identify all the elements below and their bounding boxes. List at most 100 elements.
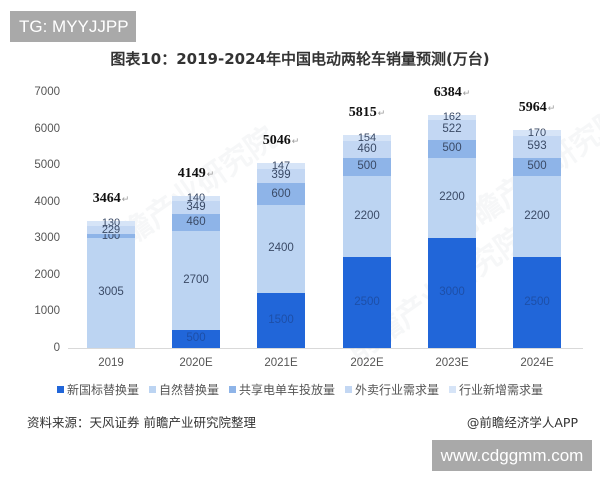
y-tick-label: 4000 — [34, 195, 60, 208]
x-tick-label: 2022E — [350, 357, 384, 369]
segment-value-label: 100 — [101, 229, 121, 242]
y-tick-label: 5000 — [34, 159, 60, 172]
top-watermark-tag: TG: MYYJJPP — [10, 11, 136, 42]
bar-segment: 2500 — [343, 256, 391, 348]
source-note: 资料来源：天风证券 前瞻产业研究院整理 — [27, 415, 256, 430]
bar-segment: 140 — [172, 192, 220, 205]
y-tick-label: 0 — [53, 342, 60, 354]
segment-value-label: 500 — [527, 160, 547, 173]
bar-segment: 600 — [257, 183, 305, 206]
legend-item: 共享电单车投放量 — [228, 381, 335, 398]
bar-total-label: 4149↵ — [177, 166, 215, 182]
bar-segment: 229 — [87, 223, 135, 236]
bar-segment: 2400 — [257, 205, 305, 294]
bar-segment: 1500 — [257, 293, 305, 348]
bar-segment: 500 — [343, 157, 391, 177]
legend-label: 自然替换量 — [158, 383, 219, 397]
bar-total-label: 3464↵ — [92, 191, 130, 207]
segment-value-label: 130 — [101, 217, 121, 230]
bar-segment: 147 — [257, 160, 305, 171]
legend-label: 行业新增需求量 — [459, 383, 544, 397]
bar-total-label: 5964↵ — [518, 99, 556, 115]
credit-note: @前瞻经济学人APP — [466, 415, 578, 430]
x-tick-label: 2023E — [435, 357, 469, 369]
bar-segment: 2200 — [428, 157, 476, 239]
bar-segment: 3005 — [87, 238, 135, 348]
segment-value-label: 2200 — [439, 191, 465, 204]
bar-segment: 500 — [428, 139, 476, 158]
y-tick-label: 1000 — [34, 305, 60, 318]
x-tick-label: 2019 — [98, 357, 124, 369]
legend-swatch-icon — [228, 386, 236, 393]
segment-value-label: 2200 — [524, 209, 550, 222]
bar-segment: 399 — [257, 168, 305, 184]
segment-value-label: 460 — [186, 215, 206, 228]
segment-value-label: 140 — [186, 192, 206, 205]
chart-title: 图表10：2019-2024年中国电动两轮车销量预测(万台) — [110, 50, 490, 68]
y-tick-label: 7000 — [34, 86, 60, 98]
legend-label: 新国标替换量 — [66, 383, 139, 397]
chart-legend: 新国标替换量 自然替换量 共享电单车投放量 外卖行业需求量 行业新增需求量 — [0, 381, 600, 398]
segment-value-label: 2500 — [354, 295, 380, 308]
legend-swatch-icon — [56, 386, 64, 393]
bar-segment: 2200 — [343, 176, 391, 257]
segment-value-label: 399 — [271, 169, 291, 182]
bar-segment: 162 — [428, 110, 476, 123]
bar-segment: 130 — [87, 217, 135, 230]
segment-value-label: 3000 — [439, 286, 465, 299]
segment-value-label: 2500 — [524, 295, 550, 308]
bar-segment: 500 — [172, 329, 220, 348]
y-tick-label: 2000 — [34, 268, 60, 281]
bar-total-label: 5046↵ — [262, 133, 300, 149]
segment-value-label: 154 — [357, 131, 377, 144]
bar-segment: 500 — [513, 157, 561, 177]
bar-segment: 460 — [343, 141, 391, 158]
segment-value-label: 600 — [271, 187, 291, 200]
bar-segment: 2500 — [513, 256, 561, 348]
bar-total-label: 6384↵ — [433, 84, 471, 100]
bar-segment: 100 — [87, 230, 135, 241]
segment-value-label: 1500 — [268, 313, 294, 326]
segment-value-label: 162 — [442, 110, 462, 123]
segment-value-label: 2400 — [268, 242, 294, 255]
legend-label: 共享电单车投放量 — [238, 383, 335, 397]
x-axis-line — [68, 348, 583, 349]
segment-value-label: 500 — [357, 160, 377, 173]
segment-value-label: 349 — [186, 201, 206, 213]
legend-item: 外卖行业需求量 — [345, 381, 439, 398]
y-tick-label: 6000 — [34, 122, 60, 135]
segment-value-label: 2700 — [183, 273, 209, 286]
bar-segment: 349 — [172, 201, 220, 215]
segment-value-label: 3005 — [98, 286, 124, 299]
segment-value-label: 147 — [271, 159, 291, 172]
legend-label: 外卖行业需求量 — [355, 383, 440, 397]
segment-value-label: 500 — [186, 332, 206, 345]
x-tick-label: 2020E — [179, 357, 213, 369]
legend-item: 行业新增需求量 — [449, 381, 543, 398]
bar-segment: 154 — [343, 131, 391, 144]
segment-value-label: 2200 — [354, 209, 380, 222]
bar-segment: 2200 — [513, 176, 561, 257]
y-tick-label: 3000 — [34, 232, 60, 245]
segment-value-label: 500 — [442, 141, 462, 154]
bottom-watermark-tag: www.cdggmm.com — [432, 440, 592, 471]
bar-segment: 170 — [513, 126, 561, 139]
segment-value-label: 170 — [527, 126, 547, 139]
bar-segment: 522 — [428, 120, 476, 140]
bar-total-label: 5815↵ — [348, 105, 386, 121]
legend-swatch-icon — [449, 386, 457, 393]
legend-item: 新国标替换量 — [56, 381, 139, 398]
bar-segment: 2700 — [172, 230, 220, 330]
bar-segment: 593 — [513, 136, 561, 158]
segment-value-label: 522 — [442, 123, 462, 136]
bar-segment: 3000 — [428, 238, 476, 348]
segment-value-label: 460 — [357, 142, 377, 155]
x-tick-label: 2024E — [520, 357, 554, 369]
segment-value-label: 229 — [101, 223, 121, 236]
segment-value-label: 593 — [527, 140, 547, 153]
x-tick-label: 2021E — [264, 357, 298, 369]
legend-swatch-icon — [345, 386, 352, 393]
legend-swatch-icon — [148, 386, 156, 393]
chart-plot-area: 前瞻产业研究院前瞻产业研究院前瞻产业研究院0100020003000400050… — [34, 84, 583, 369]
bar-segment: 460 — [172, 214, 220, 231]
